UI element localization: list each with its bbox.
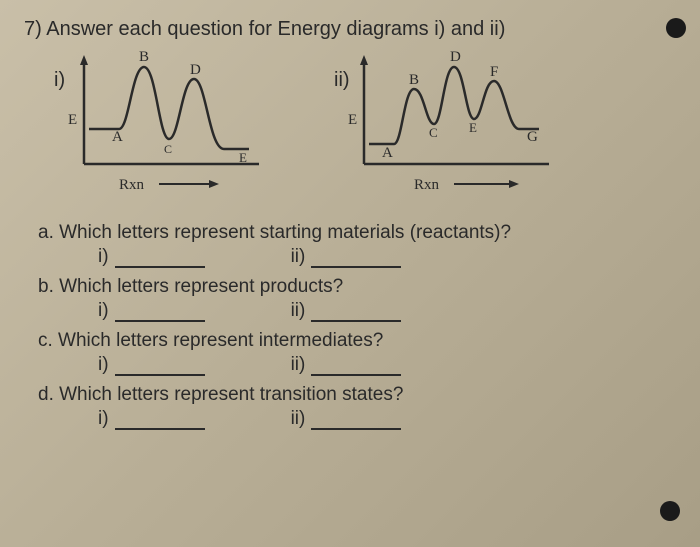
point-e: E [239, 150, 247, 165]
blank-b-ii[interactable] [311, 303, 401, 322]
diagram-i-label: i) [54, 69, 65, 92]
hole-punch-bottom [660, 501, 680, 521]
diagram-ii: ii) E A B C D E F G Rxn [344, 49, 574, 204]
point-d: D [450, 49, 461, 65]
x-axis-arrow-head [509, 180, 519, 188]
answer-line-a: i) ii) [98, 246, 676, 268]
point-f: F [490, 64, 498, 80]
y-axis-label: E [348, 112, 357, 128]
blank-c-i[interactable] [115, 357, 205, 376]
diagram-ii-svg: E A B C D E F G Rxn [344, 49, 574, 199]
blank-d-ii[interactable] [311, 411, 401, 430]
answer-line-b: i) ii) [98, 300, 676, 322]
questions-block: a. Which letters represent starting mate… [38, 222, 676, 430]
y-axis-arrow [360, 55, 368, 65]
answer-a-ii: ii) [291, 246, 408, 268]
x-axis-label: Rxn [414, 177, 440, 193]
diagram-i-svg: E A B C D E Rxn [64, 49, 284, 199]
question-c: c. Which letters represent intermediates… [38, 330, 676, 352]
blank-d-i[interactable] [115, 411, 205, 430]
blank-a-i[interactable] [115, 249, 205, 268]
point-g: G [527, 129, 538, 145]
x-axis-arrow-head [209, 180, 219, 188]
blank-a-ii[interactable] [311, 249, 401, 268]
diagram-ii-label: ii) [334, 69, 350, 92]
point-d: D [190, 62, 201, 78]
diagram-i: i) E A B C D E Rxn [64, 49, 284, 204]
question-a: a. Which letters represent starting mate… [38, 222, 676, 244]
answer-a-i: i) [98, 246, 211, 268]
blank-b-i[interactable] [115, 303, 205, 322]
question-b: b. Which letters represent products? [38, 276, 676, 298]
y-axis-arrow [80, 55, 88, 65]
point-c: C [429, 125, 438, 140]
point-b: B [139, 49, 149, 65]
answer-b-ii: ii) [291, 300, 408, 322]
answer-c-ii: ii) [291, 354, 408, 376]
answer-line-c: i) ii) [98, 354, 676, 376]
y-axis-label: E [68, 112, 77, 128]
answer-d-ii: ii) [291, 408, 408, 430]
blank-c-ii[interactable] [311, 357, 401, 376]
answer-line-d: i) ii) [98, 408, 676, 430]
point-a: A [112, 129, 123, 145]
question-d: d. Which letters represent transition st… [38, 384, 676, 406]
answer-d-i: i) [98, 408, 211, 430]
point-c: C [164, 142, 172, 156]
point-a: A [382, 145, 393, 161]
energy-curve-ii [369, 67, 539, 144]
diagrams-container: i) E A B C D E Rxn ii) E [64, 49, 676, 204]
hole-punch-top [666, 18, 686, 38]
answer-c-i: i) [98, 354, 211, 376]
point-e: E [469, 120, 477, 135]
x-axis-label: Rxn [119, 177, 145, 193]
question-title: 7) Answer each question for Energy diagr… [24, 18, 676, 41]
point-b: B [409, 72, 419, 88]
answer-b-i: i) [98, 300, 211, 322]
